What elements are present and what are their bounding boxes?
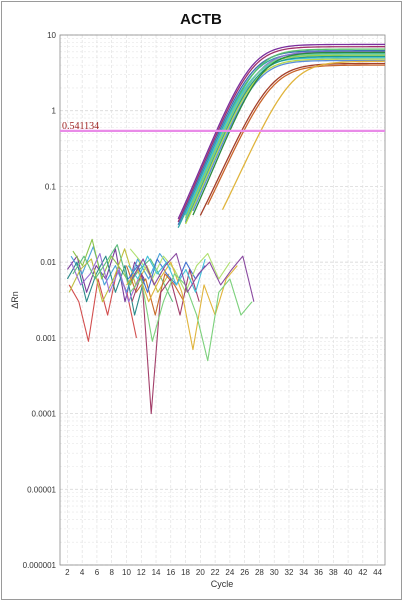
amplification-curve — [184, 54, 385, 219]
x-tick-label: 28 — [255, 568, 264, 577]
amplification-curve — [184, 58, 385, 225]
x-tick-label: 22 — [211, 568, 220, 577]
y-tick-label: 0.00001 — [27, 485, 56, 494]
x-tick-label: 14 — [152, 568, 161, 577]
x-tick-label: 8 — [109, 568, 114, 577]
y-tick-label: 0.000001 — [23, 561, 57, 570]
y-axis-label: ΔRn — [10, 291, 20, 309]
threshold-group: 0.541134 — [60, 121, 385, 133]
amplification-curve — [221, 60, 386, 211]
grid — [60, 34, 385, 566]
plot-border — [59, 34, 386, 566]
y-tick-label: 0.001 — [36, 334, 57, 343]
noise-trace — [126, 261, 238, 351]
noise-trace — [129, 273, 253, 362]
threshold-label: 0.541134 — [62, 121, 99, 132]
x-tick-label: 6 — [95, 568, 100, 577]
x-tick-label: 34 — [299, 568, 308, 577]
amplification-curve — [199, 62, 385, 216]
amplification-curve — [177, 46, 385, 223]
x-tick-label: 30 — [270, 568, 279, 577]
x-tick-label: 26 — [240, 568, 249, 577]
x-tick-label: 24 — [225, 568, 234, 577]
noise-trace — [131, 252, 255, 302]
x-tick-label: 44 — [373, 568, 382, 577]
noise-trace — [72, 244, 174, 302]
y-tick-label: 0.01 — [40, 258, 56, 267]
noise-trace — [131, 268, 200, 415]
x-tick-label: 12 — [137, 568, 146, 577]
x-tick-label: 2 — [65, 568, 70, 577]
x-tick-label: 40 — [344, 568, 353, 577]
x-tick-label: 4 — [80, 568, 85, 577]
x-tick-label: 16 — [166, 568, 175, 577]
noise-trace — [129, 248, 231, 293]
x-tick-label: 18 — [181, 568, 190, 577]
x-axis-label: Cycle — [211, 579, 234, 589]
x-tick-label: 36 — [314, 568, 323, 577]
amplification-curve — [207, 64, 386, 206]
chart-title: ACTB — [180, 11, 222, 28]
amplification-curve — [192, 59, 385, 212]
x-tick-label: 38 — [329, 568, 338, 577]
x-tick-label: 42 — [358, 568, 367, 577]
axes — [59, 34, 386, 566]
noise-trace — [70, 252, 139, 303]
y-tick-label: 1 — [52, 107, 57, 116]
x-tick-label: 20 — [196, 568, 205, 577]
x-tick-labels: 2 4 6 8 10 12 14 16 18 20 22 24 26 28 30 32 34 36 38 40 42 44 — [65, 568, 382, 577]
y-tick-label: 10 — [47, 31, 56, 40]
amplification-curve — [192, 51, 385, 216]
x-tick-label: 32 — [285, 568, 294, 577]
noise-trace — [125, 265, 185, 316]
y-tick-labels: 10 1 0.1 0.01 0.001 0.0001 0.00001 0.000001 — [23, 31, 57, 570]
y-tick-label: 0.0001 — [32, 410, 57, 419]
y-tick-label: 0.1 — [45, 182, 57, 191]
x-tick-label: 10 — [122, 568, 131, 577]
noise-trace — [66, 255, 145, 316]
amplification-curve — [177, 43, 385, 220]
series-group — [66, 43, 386, 415]
